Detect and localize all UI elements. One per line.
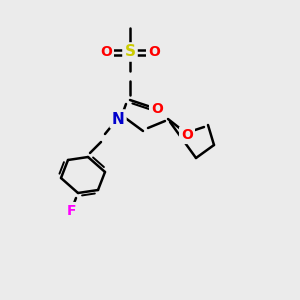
- Text: O: O: [148, 45, 160, 59]
- Text: S: S: [124, 44, 136, 59]
- Text: O: O: [100, 45, 112, 59]
- Text: O: O: [181, 128, 193, 142]
- Text: O: O: [151, 102, 163, 116]
- Text: F: F: [66, 204, 76, 218]
- Text: N: N: [112, 112, 124, 127]
